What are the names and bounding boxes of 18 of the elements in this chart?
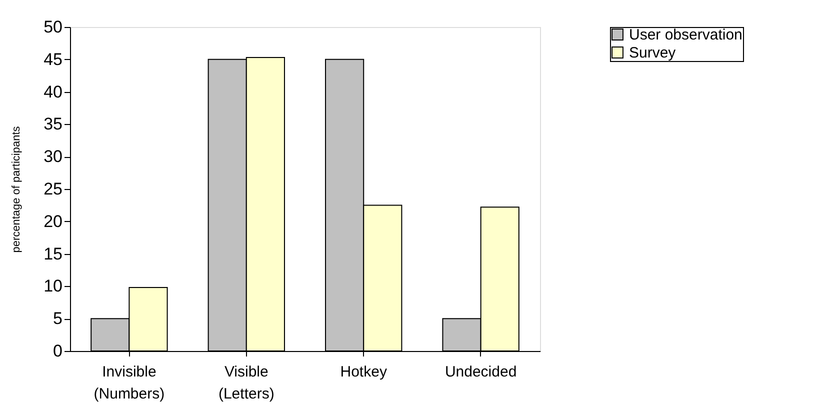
y-tick-label: 0 [53, 342, 62, 360]
y-tick-label: 25 [44, 180, 62, 198]
x-tick-label: Undecided [444, 364, 517, 380]
y-tick-label: 5 [53, 309, 62, 328]
y-tick-label: 35 [44, 114, 62, 134]
y-tick-label: 20 [44, 212, 62, 231]
x-tick-label: Hotkey [340, 364, 388, 380]
legend-label: Survey [629, 44, 676, 62]
y-tick-label: 45 [44, 50, 62, 69]
y-tick-label: 40 [44, 82, 62, 102]
y-tick-label: 15 [44, 244, 62, 264]
y-axis-title: percentage of participants [10, 126, 23, 253]
x-tick-label: Visible (Letters) [218, 364, 274, 402]
y-tick-label: 50 [44, 18, 62, 36]
x-tick-label: Invisible (Numbers) [94, 364, 165, 402]
y-tick-label: 10 [44, 276, 62, 296]
y-tick-label: 30 [44, 147, 62, 166]
legend-label: User observation [629, 26, 742, 44]
